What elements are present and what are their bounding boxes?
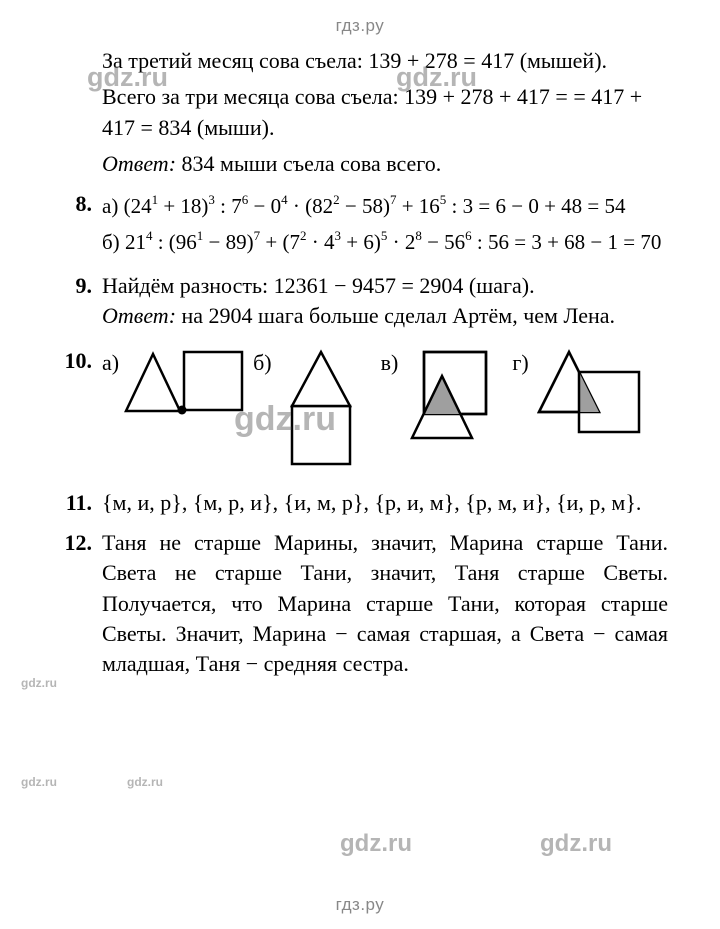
order-superscript: 3 — [334, 228, 341, 243]
expr-token: − — [203, 230, 225, 254]
answer-label: Ответ: — [102, 303, 176, 328]
order-superscript: 3 — [208, 192, 215, 207]
intro-line1: За третий месяц сова съела: 139 + 278 = … — [102, 46, 668, 76]
expr-token: = 3 + 68 − 1 = 70 — [509, 230, 661, 254]
expr-token: 16 — [419, 194, 440, 218]
diagram-b — [276, 346, 371, 471]
expr-token: (96 — [169, 230, 197, 254]
expr-token: + — [260, 230, 282, 254]
expr-token: 4 — [324, 230, 335, 254]
expr-token: · — [288, 194, 306, 218]
expr-token: 56 — [444, 230, 465, 254]
watermark-text: gdz.ru — [127, 775, 163, 789]
expr-token: · — [306, 230, 324, 254]
expr-token: − — [340, 194, 362, 218]
problem-num: 8. — [52, 189, 102, 260]
problem-10: 10. а) б) в) — [52, 346, 668, 476]
expr-token: (7 — [282, 230, 300, 254]
expr-token: : — [446, 194, 462, 218]
problem-body: Найдём разность: 12361 − 9457 = 2904 (ша… — [102, 271, 668, 332]
order-superscript: 4 — [281, 192, 288, 207]
diagram-a — [123, 346, 253, 426]
shape-label-g: г) — [512, 346, 532, 378]
shape-a: а) — [102, 346, 253, 426]
problem-num: 11. — [52, 488, 102, 518]
shape-b: б) — [253, 346, 371, 471]
expr-token: + — [158, 194, 180, 218]
order-superscript: 1 — [197, 228, 204, 243]
intro-block: За третий месяц сова съела: 139 + 278 = … — [102, 46, 668, 179]
expr-token: − — [248, 194, 270, 218]
order-superscript: 2 — [300, 228, 307, 243]
problem-8: 8. а) (241 + 18)3 : 76 − 04 · (822 − 58)… — [52, 189, 668, 260]
problem-num: 9. — [52, 271, 102, 332]
order-superscript: 7 — [390, 192, 397, 207]
problem-9: 9. Найдём разность: 12361 − 9457 = 2904 … — [52, 271, 668, 332]
shape-label-b: б) — [253, 346, 276, 378]
shapes-row: а) б) в) — [102, 346, 668, 476]
expr-token: : — [215, 194, 231, 218]
expr-token: 58) — [362, 194, 390, 218]
p9-answer: Ответ: на 2904 шага больше сделал Артём,… — [102, 301, 668, 331]
intro-answer: Ответ: 834 мыши съела сова всего. — [102, 149, 668, 179]
order-superscript: 6 — [465, 228, 472, 243]
watermark-text: gdz.ru — [540, 830, 612, 858]
expr-token: : — [152, 230, 168, 254]
expr-token: = 6 − 0 + 48 = 54 — [473, 194, 625, 218]
page-footer: гдз.ру — [0, 895, 720, 915]
order-superscript: 5 — [440, 192, 447, 207]
expr-token: 3 — [463, 194, 474, 218]
problem-11: 11. {м, и, р}, {м, р, и}, {и, м, р}, {р,… — [52, 488, 668, 518]
shape-v: в) — [381, 346, 513, 446]
answer-label: Ответ: — [102, 151, 176, 176]
p9-line1: Найдём разность: 12361 − 9457 = 2904 (ша… — [102, 271, 668, 301]
expr-token: 2 — [405, 230, 416, 254]
order-superscript: 8 — [415, 228, 422, 243]
diagram-c — [402, 346, 512, 446]
problem-num: 12. — [52, 528, 102, 680]
watermark-text: gdz.ru — [340, 830, 412, 858]
order-superscript: 4 — [146, 228, 153, 243]
order-superscript: 2 — [333, 192, 340, 207]
problem-body: {м, и, р}, {м, р, и}, {и, м, р}, {р, и, … — [102, 488, 668, 518]
problem-num: 10. — [52, 346, 102, 476]
expr-token: 18) — [180, 194, 208, 218]
p8-line-b: б) 214 : (961 − 89)7 + (72 · 43 + 6)5 · … — [102, 225, 668, 261]
expr-token: 21 — [125, 230, 146, 254]
expr-token: 7 — [231, 194, 242, 218]
page-header: гдз.ру — [52, 16, 668, 36]
diagram-d — [533, 346, 663, 441]
shape-g: г) — [512, 346, 662, 441]
expr-token: (24 — [124, 194, 152, 218]
expr-token: + — [341, 230, 363, 254]
problem-body: Таня не старше Марины, значит, Марина ст… — [102, 528, 668, 680]
label-a: а) — [102, 194, 124, 218]
label-b: б) — [102, 230, 125, 254]
intro-line2: Всего за три месяца сова съела: 139 + 27… — [102, 82, 668, 143]
expr-token: 0 — [271, 194, 282, 218]
expr-token: : — [472, 230, 488, 254]
shape-label-v: в) — [381, 346, 403, 378]
watermark-text: gdz.ru — [21, 775, 57, 789]
expr-token: + — [396, 194, 418, 218]
expr-token: 56 — [488, 230, 509, 254]
expr-token: · — [387, 230, 405, 254]
order-superscript: 5 — [381, 228, 388, 243]
problem-body: а) (241 + 18)3 : 76 − 04 · (822 − 58)7 +… — [102, 189, 668, 260]
order-superscript: 7 — [254, 228, 261, 243]
expr-token: − — [422, 230, 444, 254]
answer-text: на 2904 шага больше сделал Артём, чем Ле… — [176, 303, 615, 328]
page: гдз.ру За третий месяц сова съела: 139 +… — [0, 0, 720, 929]
problem-12: 12. Таня не старше Марины, значит, Марин… — [52, 528, 668, 680]
p8-line-a: а) (241 + 18)3 : 76 − 04 · (822 − 58)7 +… — [102, 189, 668, 225]
expr-token: (82 — [305, 194, 333, 218]
order-superscript: 6 — [242, 192, 249, 207]
expr-token: 89) — [226, 230, 254, 254]
expr-token: 6) — [363, 230, 381, 254]
order-superscript: 1 — [152, 192, 159, 207]
answer-text: 834 мыши съела сова всего. — [176, 151, 441, 176]
shape-label-a: а) — [102, 346, 123, 378]
